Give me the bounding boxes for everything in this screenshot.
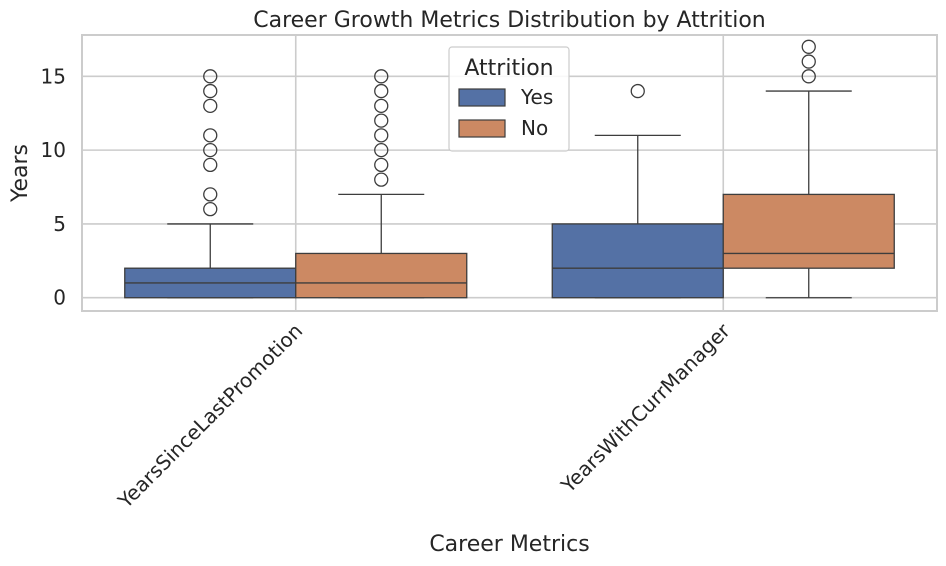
legend-label-Yes: Yes [520,85,553,109]
legend-entries: Yes No [458,85,553,140]
chart-title: Career Growth Metrics Distribution by At… [253,8,766,33]
outlier-point [374,83,389,99]
legend: Attrition Yes No [448,46,570,152]
plot-frame [81,34,938,312]
x-axis-label: Career Metrics [429,532,589,557]
y-tick-label-15: 15 [41,64,66,88]
outlier-point [203,157,218,173]
outlier-point [374,157,389,173]
y-tick-label-5: 5 [53,212,66,236]
outlier-point [203,83,218,99]
outlier-point [374,113,389,128]
legend-label-No: No [521,116,548,140]
box-No-YearsWithCurrManager [722,39,895,299]
legend-swatch-No [458,119,506,138]
outlier-point [374,142,389,158]
y-axis-label: Years [8,144,33,203]
box-Yes-YearsWithCurrManager [551,83,724,299]
box-Yes-YearsSinceLastPromotion [124,69,297,299]
box-No-YearsSinceLastPromotion [295,69,468,299]
outlier-point [203,128,218,143]
outlier-point [203,202,218,217]
y-tick-label-10: 10 [41,138,66,162]
outlier-point [203,142,218,158]
box-iqr [722,193,895,269]
box-iqr [551,223,724,299]
outlier-point [374,128,389,143]
box-layer [124,39,895,299]
outlier-point [374,172,389,187]
legend-title: Attrition [464,56,553,81]
outlier-point [203,98,218,113]
outlier-point [630,83,645,99]
outlier-point [374,98,389,113]
x-tick-label-YearsSinceLastPromotion: YearsSinceLastPromotion [113,319,308,514]
outlier-point [203,69,218,84]
legend-swatch-Yes [458,88,506,107]
outlier-point [801,54,816,69]
y-tick-label-0: 0 [53,286,66,310]
outlier-point [801,39,816,54]
outlier-point [801,69,816,84]
box-iqr [295,252,468,299]
x-tick-label-YearsWithCurrManager: YearsWithCurrManager [555,318,735,498]
outlier-point [203,187,218,202]
outlier-point [374,69,389,84]
